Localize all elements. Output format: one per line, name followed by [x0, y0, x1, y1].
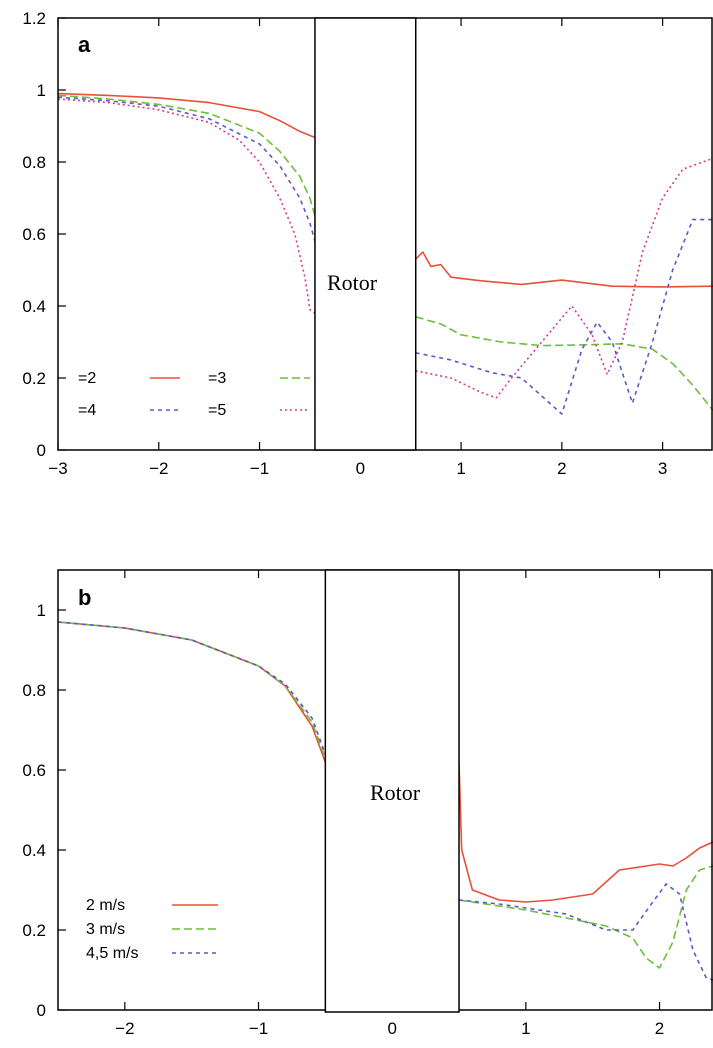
y-tick-label: 0	[37, 1001, 46, 1020]
y-tick-label: 0.4	[22, 841, 46, 860]
panel-a: −3 −2 −1 0 1 2 3 0 0.2 0.4 0.6 0.8 1 1.2 Rotor a =2 =3…	[22, 9, 713, 478]
x-tick-label: 1	[456, 459, 465, 478]
panel-a-letter: a	[78, 32, 91, 57]
series-line-1-upstream	[57, 621, 327, 763]
legend-label: =2	[78, 370, 96, 387]
series-line-2-downstream	[415, 316, 713, 411]
y-tick-label: 0.6	[22, 225, 46, 244]
series-line-3-downstream	[458, 883, 713, 981]
y-tick-label: 0.6	[22, 761, 46, 780]
series-line-3-upstream	[57, 621, 327, 755]
x-tick-label: 0	[356, 459, 365, 478]
series-line-3-upstream	[57, 96, 316, 242]
series-line-3-downstream	[415, 218, 713, 415]
panel-b-letter: b	[78, 585, 91, 610]
series-line-1-upstream	[57, 92, 316, 139]
x-tick-label: 1	[521, 1019, 530, 1038]
x-tick-label: −2	[115, 1019, 134, 1038]
panel-b-legend: 2 m/s 3 m/s 4,5 m/s	[86, 897, 218, 962]
y-tick-label: 1.2	[22, 9, 46, 28]
legend-label: 2 m/s	[86, 897, 125, 914]
panel-b: −2 −1 0 1 2 0 0.2 0.4 0.6 0.8 1 Rotor b 2 m/s 3 m/s…	[22, 569, 713, 1038]
panel-b-rotor-label: Rotor	[370, 780, 421, 805]
x-tick-label: −1	[249, 1019, 268, 1038]
series-line-4-upstream	[57, 98, 316, 314]
legend-label: 3 m/s	[86, 921, 125, 938]
series-line-1-downstream	[458, 761, 713, 903]
y-tick-label: 0.2	[22, 369, 46, 388]
legend-label: =3	[208, 370, 226, 387]
x-tick-label: 3	[658, 459, 667, 478]
legend-label: =4	[78, 402, 96, 419]
y-tick-label: 1	[37, 81, 46, 100]
y-tick-label: 0.8	[22, 153, 46, 172]
panel-a-rotor-label: Rotor	[327, 270, 378, 295]
panel-a-rotor-box	[314, 17, 417, 451]
y-tick-label: 0.2	[22, 921, 46, 940]
x-tick-label: 0	[387, 1019, 396, 1038]
legend-label: =5	[208, 402, 226, 419]
x-tick-label: −3	[48, 459, 67, 478]
series-line-2-downstream	[458, 865, 713, 969]
x-tick-label: −1	[250, 459, 269, 478]
x-tick-label: −2	[149, 459, 168, 478]
series-line-1-downstream	[415, 251, 713, 288]
panel-a-lines	[57, 92, 713, 415]
legend-label: 4,5 m/s	[86, 945, 138, 962]
x-tick-label: 2	[557, 459, 566, 478]
y-tick-label: 0.8	[22, 681, 46, 700]
y-tick-label: 0.4	[22, 297, 46, 316]
series-line-2-upstream	[57, 621, 327, 759]
panel-a-ticks: −3 −2 −1 0 1 2 3 0 0.2 0.4 0.6 0.8 1 1.2	[22, 9, 667, 478]
panel-a-legend: =2 =3 =4 =5	[78, 370, 310, 419]
series-line-2-upstream	[57, 94, 316, 217]
y-tick-label: 1	[37, 601, 46, 620]
panel-b-ticks: −2 −1 0 1 2 0 0.2 0.4 0.6 0.8 1	[22, 570, 664, 1038]
panel-b-lines	[57, 621, 713, 981]
x-tick-label: 2	[655, 1019, 664, 1038]
y-tick-label: 0	[37, 441, 46, 460]
panel-b-rotor-box	[324, 569, 460, 1013]
